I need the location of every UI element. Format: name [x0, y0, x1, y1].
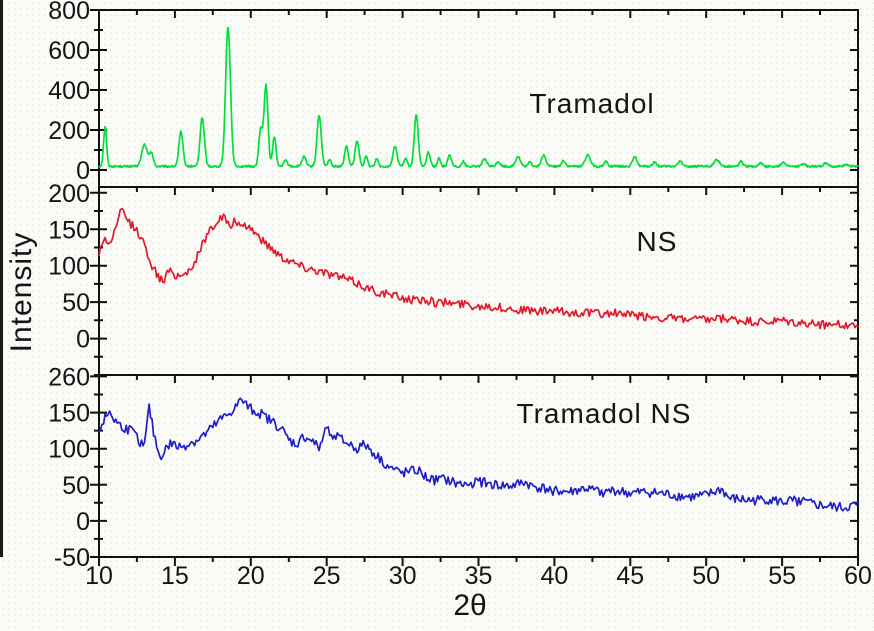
y-tick-label: 0: [76, 157, 90, 185]
x-tick-label: 30: [389, 562, 417, 590]
y-tick-label: 100: [48, 436, 90, 464]
panel-box-tramadol: [98, 9, 859, 188]
x-tick-label: 35: [465, 562, 493, 590]
x-tick-label: 60: [844, 562, 872, 590]
x-tick-label: 25: [313, 562, 341, 590]
y-tick-label: 100: [48, 253, 90, 281]
y-tick-label: 200: [48, 117, 90, 145]
y-tick-label: 800: [48, 0, 90, 25]
axis-ticks-tramadol-ns: [90, 375, 859, 558]
x-tick-label: 45: [616, 562, 644, 590]
scan-edge-artifact: [0, 0, 3, 557]
x-tick-label: 50: [692, 562, 720, 590]
axis-ticks-tramadol: [90, 9, 859, 171]
panel-box-ns: [98, 186, 859, 376]
y-tick-label: 400: [48, 77, 90, 105]
x-axis-title: 2θ: [453, 589, 487, 622]
x-tick-label: 15: [161, 562, 189, 590]
y-tick-label: 50: [62, 289, 90, 317]
y-tick-label: 600: [48, 37, 90, 65]
x-tick-label: 40: [540, 562, 568, 590]
y-tick-label: 260: [48, 363, 90, 391]
y-tick-label: 50: [62, 472, 90, 500]
y-tick-label: 0: [76, 326, 90, 354]
trace-tramadol-ns: [98, 397, 859, 512]
x-tick-label: 20: [237, 562, 265, 590]
axis-ticks-ns: [90, 187, 859, 376]
y-tick-label: 150: [48, 400, 90, 428]
y-tick-label: -50: [54, 544, 90, 572]
panel-label-tramadol: Tramadol: [529, 88, 655, 119]
panel-label-tramadol-ns: Tramadol NS: [516, 398, 692, 429]
x-tick-label: 55: [768, 562, 796, 590]
y-axis-title: Intensity: [5, 231, 38, 353]
y-tick-label: 0: [76, 508, 90, 536]
trace-ns: [98, 207, 859, 330]
x-axis-ticks: [98, 557, 859, 566]
panel-box-tramadol-ns: [98, 374, 859, 558]
panel-label-ns: NS: [636, 226, 678, 257]
trace-tramadol: [98, 26, 859, 169]
x-tick-label: 10: [85, 562, 113, 590]
y-tick-label: 150: [48, 216, 90, 244]
y-tick-label: 200: [48, 180, 90, 208]
